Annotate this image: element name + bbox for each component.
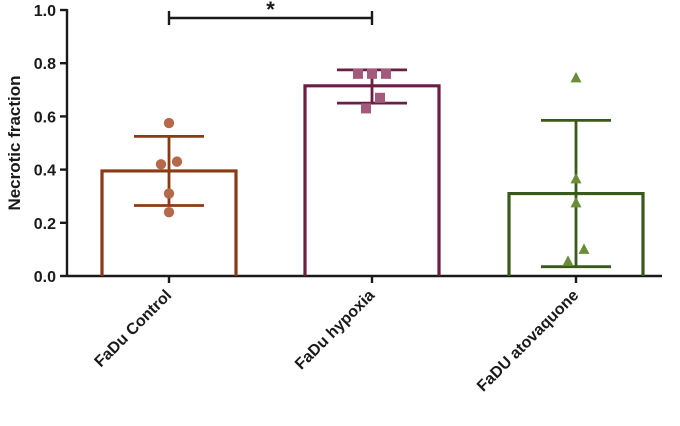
y-tick-label: 0.2	[34, 216, 56, 233]
data-point	[353, 68, 363, 79]
data-point	[570, 196, 582, 208]
data-point	[562, 255, 574, 266]
data-point	[367, 68, 377, 79]
data-point	[578, 243, 590, 254]
data-point	[163, 117, 175, 129]
x-tick-label: FaDU atovaquone	[474, 287, 582, 395]
y-tick-label: 0.4	[34, 163, 56, 180]
data-point	[375, 92, 385, 103]
data-point	[361, 103, 371, 114]
plot-area: 0.0 0.2 0.4 0.6 0.8 1.0 FaDu Control FaDu hypox…	[34, 0, 662, 395]
y-axis-label: Necrotic fraction	[5, 75, 24, 210]
data-point	[155, 159, 167, 170]
significance-star: *	[266, 0, 275, 22]
data-point	[570, 172, 582, 184]
data-point	[171, 156, 183, 167]
y-tick-label: 0.6	[34, 109, 56, 126]
x-tick-label: FaDu hypoxia	[292, 287, 378, 373]
y-tick-label: 0.8	[34, 56, 56, 73]
data-point	[163, 188, 175, 199]
data-point	[381, 68, 391, 79]
data-point	[163, 206, 175, 218]
x-tick-label: FaDu Control	[92, 287, 176, 371]
y-tick-label: 0.0	[34, 269, 56, 286]
bar	[303, 84, 441, 276]
y-tick-label: 1.0	[34, 3, 56, 20]
data-point	[570, 71, 582, 83]
